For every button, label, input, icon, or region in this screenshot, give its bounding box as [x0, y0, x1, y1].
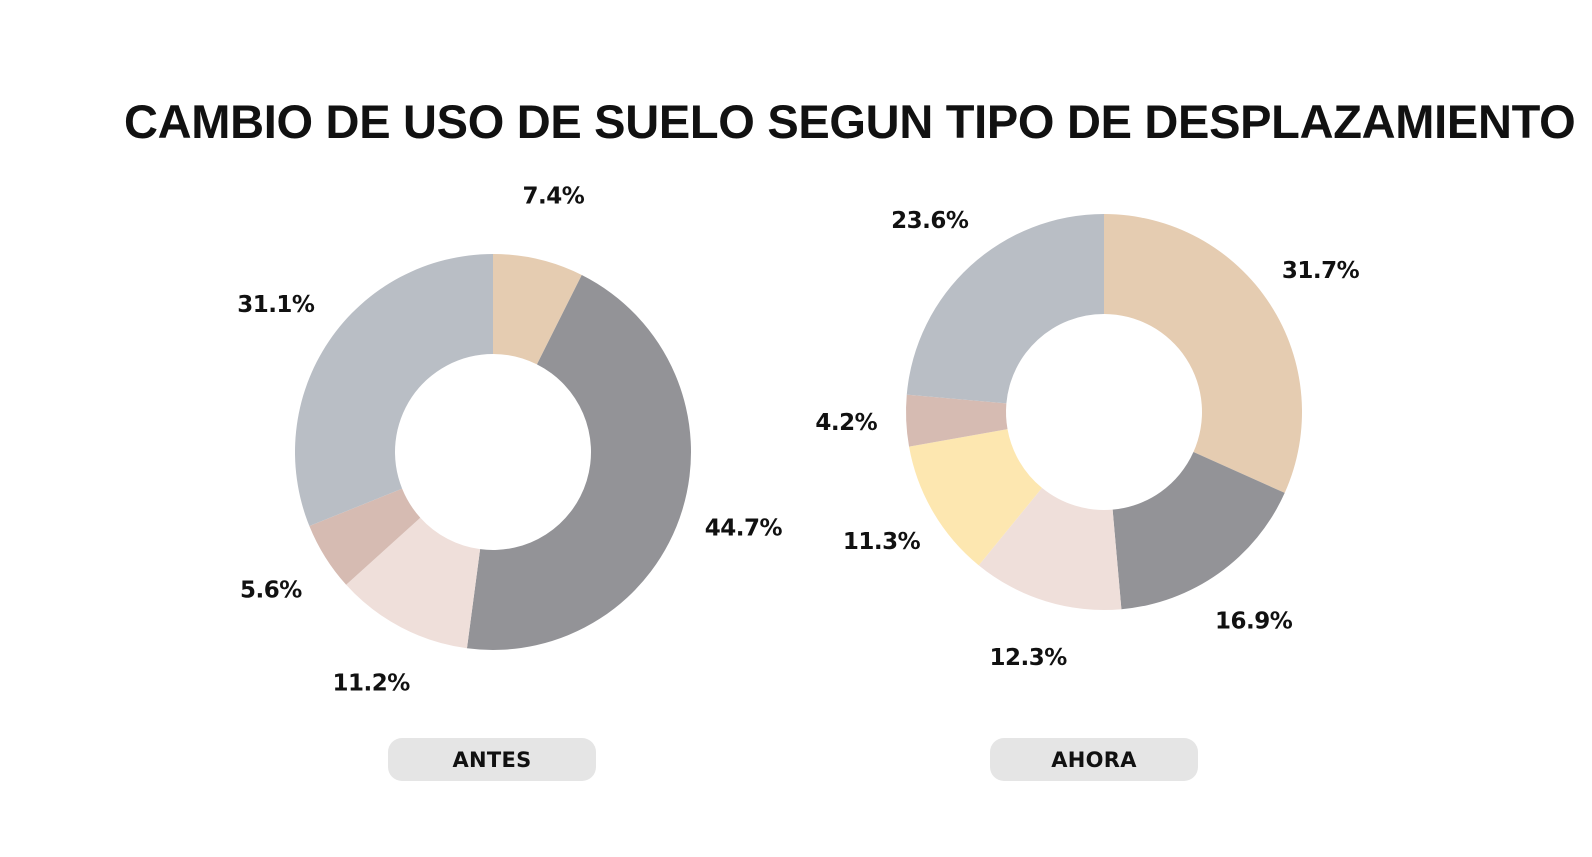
slice-label-ahora-1: 16.9% — [1215, 609, 1293, 635]
slice-label-ahora-3: 11.3% — [843, 529, 921, 555]
slice-ahora-1 — [1112, 452, 1285, 610]
slice-label-antes-2: 11.2% — [332, 670, 410, 696]
donut-chart-ahora: 31.7% 16.9% 12.3% 11.3% 4.2% 23.6% — [815, 208, 1360, 671]
slice-label-ahora-0: 31.7% — [1282, 258, 1360, 284]
slice-label-ahora-2: 12.3% — [989, 645, 1067, 671]
slice-label-antes-1: 44.7% — [705, 516, 783, 542]
slice-antes-1 — [466, 275, 691, 650]
slice-ahora-5 — [906, 214, 1104, 404]
slice-antes-0 — [493, 254, 582, 365]
slice-label-ahora-4: 4.2% — [815, 410, 877, 436]
slice-antes-4 — [294, 254, 493, 527]
slice-antes-2 — [346, 517, 481, 649]
slice-ahora-3 — [909, 429, 1043, 566]
donut-chart-antes: 7.4% 44.7% 11.2% 5.6% 31.1% — [237, 184, 783, 697]
slice-label-antes-3: 5.6% — [240, 577, 302, 603]
caption-ahora: AHORA — [990, 738, 1198, 781]
slice-label-antes-4: 31.1% — [237, 292, 315, 318]
slice-ahora-2 — [978, 487, 1122, 610]
caption-antes: ANTES — [388, 738, 596, 781]
slice-antes-3 — [309, 488, 421, 585]
slice-ahora-4 — [906, 394, 1008, 447]
slice-label-ahora-5: 23.6% — [891, 208, 969, 234]
slice-label-antes-0: 7.4% — [522, 184, 584, 210]
slice-ahora-0 — [1104, 214, 1302, 493]
chart-title: CAMBIO DE USO DE SUELO SEGUN TIPO DE DES… — [124, 95, 1576, 148]
